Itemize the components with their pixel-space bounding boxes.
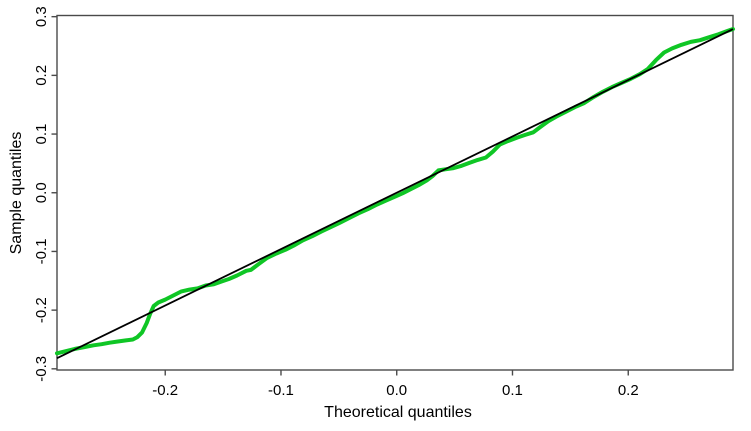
y-tick-label: -0.3 [33,356,50,382]
x-tick-label: 0.1 [502,382,523,399]
y-axis-title: Sample quantiles [8,132,25,255]
x-axis-title: Theoretical quantiles [324,404,472,421]
x-tick-label: 0.0 [386,382,407,399]
y-tick-label: -0.2 [33,297,50,323]
x-tick-label: 0.2 [618,382,639,399]
y-tick-label: 0.1 [33,124,50,145]
reference-line [56,28,734,359]
x-tick-label: -0.1 [268,382,294,399]
y-tick-label: 0.0 [33,182,50,203]
x-tick-label: -0.2 [152,382,178,399]
y-tick-label: -0.1 [33,239,50,265]
y-tick-label: 0.3 [33,6,50,27]
x-axis-ticks: -0.2 -0.1 0.0 0.1 0.2 [152,370,639,399]
y-axis-ticks: 0.3 0.2 0.1 0.0 -0.1 -0.2 -0.3 [33,6,57,382]
y-tick-label: 0.2 [33,65,50,86]
